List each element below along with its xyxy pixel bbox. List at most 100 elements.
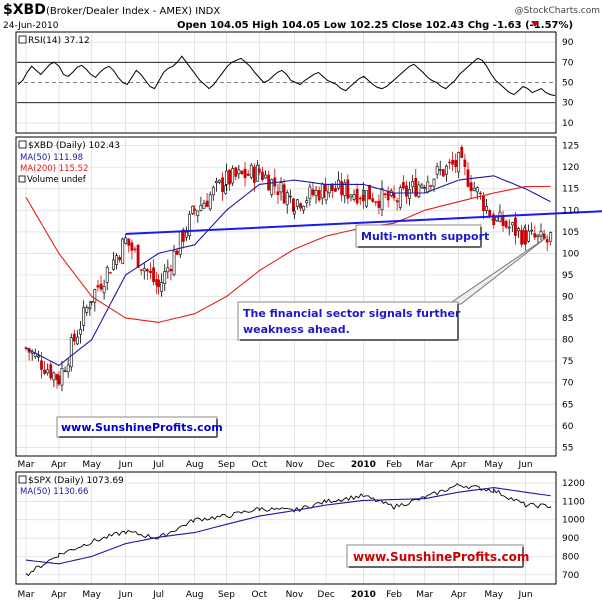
price-candle-body (46, 369, 50, 374)
x-tick-label: Apr (51, 460, 67, 470)
price-candle-body (383, 193, 387, 196)
price-candle-body (327, 183, 331, 194)
price-candle-body (423, 187, 427, 189)
price-legend-xbd: $XBD (Daily) 102.43 (28, 141, 120, 151)
price-candle-body (549, 232, 553, 242)
price-candle-body (334, 188, 337, 192)
price-candle-body (193, 208, 197, 211)
price-candle-body (175, 250, 179, 255)
price-candle-body (510, 222, 514, 226)
price-candle-body (346, 179, 350, 199)
rsi-tick-label: 90 (562, 38, 574, 48)
spx-ma50-line (25, 487, 551, 565)
spx-tick-label: 1000 (562, 516, 585, 526)
rsi-tick-label: 50 (562, 79, 574, 89)
price-candle-body (288, 195, 292, 198)
price-candle-body (507, 226, 511, 229)
price-candle-body (225, 170, 228, 185)
price-candle-body (441, 169, 445, 177)
price-candle-body (188, 213, 191, 236)
site-label-spx-panel: www.SunshineProfits.com (346, 544, 529, 568)
spx-tick-label: 800 (562, 552, 579, 562)
price-candle-body (264, 174, 267, 179)
price-candle-body (121, 238, 125, 265)
spx-tick-label: 1200 (562, 479, 585, 489)
price-candle-body (389, 190, 393, 196)
price-candle-body (469, 182, 473, 192)
price-candle-body (145, 269, 149, 272)
ma200-line (25, 185, 551, 323)
price-candle-body (352, 194, 356, 200)
price-tick-label: 125 (562, 142, 579, 152)
price-candle-body (88, 306, 92, 310)
spx-legend: $SPX (Daily) 1073.69 MA(50) 1130.66 (18, 475, 124, 497)
price-tick-label: 85 (562, 314, 573, 324)
site-label-blue: www.SunshineProfits.com (61, 421, 223, 434)
price-candle-body (133, 248, 137, 251)
price-candle-body (40, 360, 43, 370)
price-legend-ma200: MA(200) 115.52 (20, 164, 88, 174)
price-candle-body (530, 229, 534, 232)
price-candle-body (426, 181, 430, 193)
price-candle-body (228, 169, 231, 185)
price-candle-body (231, 168, 235, 184)
price-candle-body (408, 189, 411, 199)
price-tick-label: 115 (562, 185, 579, 195)
price-tick-label: 100 (562, 249, 579, 259)
x-tick-label: May (82, 590, 101, 600)
price-candle-body (492, 214, 496, 226)
symbol-name: (Broker/Dealer Index - AMEX) INDX (46, 6, 220, 17)
price-candle-body (199, 205, 203, 211)
price-layer (24, 144, 602, 392)
price-candle-body (60, 368, 64, 386)
price-candle-body (472, 187, 476, 191)
price-candle-body (218, 179, 221, 183)
spx-tick-label: 700 (562, 571, 579, 581)
price-candle-body (377, 200, 381, 208)
down-arrow-icon (531, 21, 539, 27)
weakness-annotation-text: The financial sector signals further wea… (243, 307, 464, 336)
price-candle-body (478, 192, 482, 195)
price-candle-body (270, 179, 274, 195)
price-candle-body (169, 268, 173, 272)
x-tick-label: Dec (317, 590, 334, 600)
x-tick-label: Jul (152, 590, 164, 600)
price-candle-body (411, 181, 415, 188)
price-candle-body (136, 244, 140, 268)
price-candle-body (279, 182, 283, 193)
price-candle-body (414, 177, 418, 197)
price-candle-body (466, 169, 470, 187)
price-candle-body (160, 282, 164, 292)
price-candle-body (308, 186, 312, 200)
spx-legend-spx: $SPX (Daily) 1073.69 (28, 476, 124, 486)
symbol-title: $XBD (3, 2, 46, 18)
weakness-annotation: The financial sector signals further wea… (237, 236, 548, 341)
spx-tick-label: 1100 (562, 497, 585, 507)
price-candle-body (246, 173, 250, 176)
price-candle-body (343, 182, 347, 197)
price-candle-body (349, 194, 353, 198)
price-candle-body (82, 307, 86, 326)
price-candle-body (166, 267, 170, 273)
price-candle-body (205, 200, 209, 207)
price-candle-body (420, 184, 424, 188)
spx-line (25, 482, 552, 577)
price-candle-body (85, 307, 89, 313)
price-candle-body (417, 184, 421, 198)
rsi-tick-label: 30 (562, 99, 574, 109)
price-candle-body (386, 191, 390, 201)
price-candle-body (395, 200, 399, 203)
price-candle-body (69, 337, 73, 368)
price-candle-body (237, 169, 241, 175)
price-candle-body (392, 192, 396, 199)
price-candle-body (285, 192, 289, 205)
price-candle-body (520, 229, 524, 245)
price-candle-body (63, 370, 67, 372)
price-candle-body (249, 164, 253, 178)
price-candle-body (432, 178, 436, 187)
x-tick-label: Apr (51, 590, 67, 600)
price-candle-body (368, 184, 371, 200)
price-candle-body (282, 184, 286, 204)
price-tick-label: 65 (562, 400, 573, 410)
